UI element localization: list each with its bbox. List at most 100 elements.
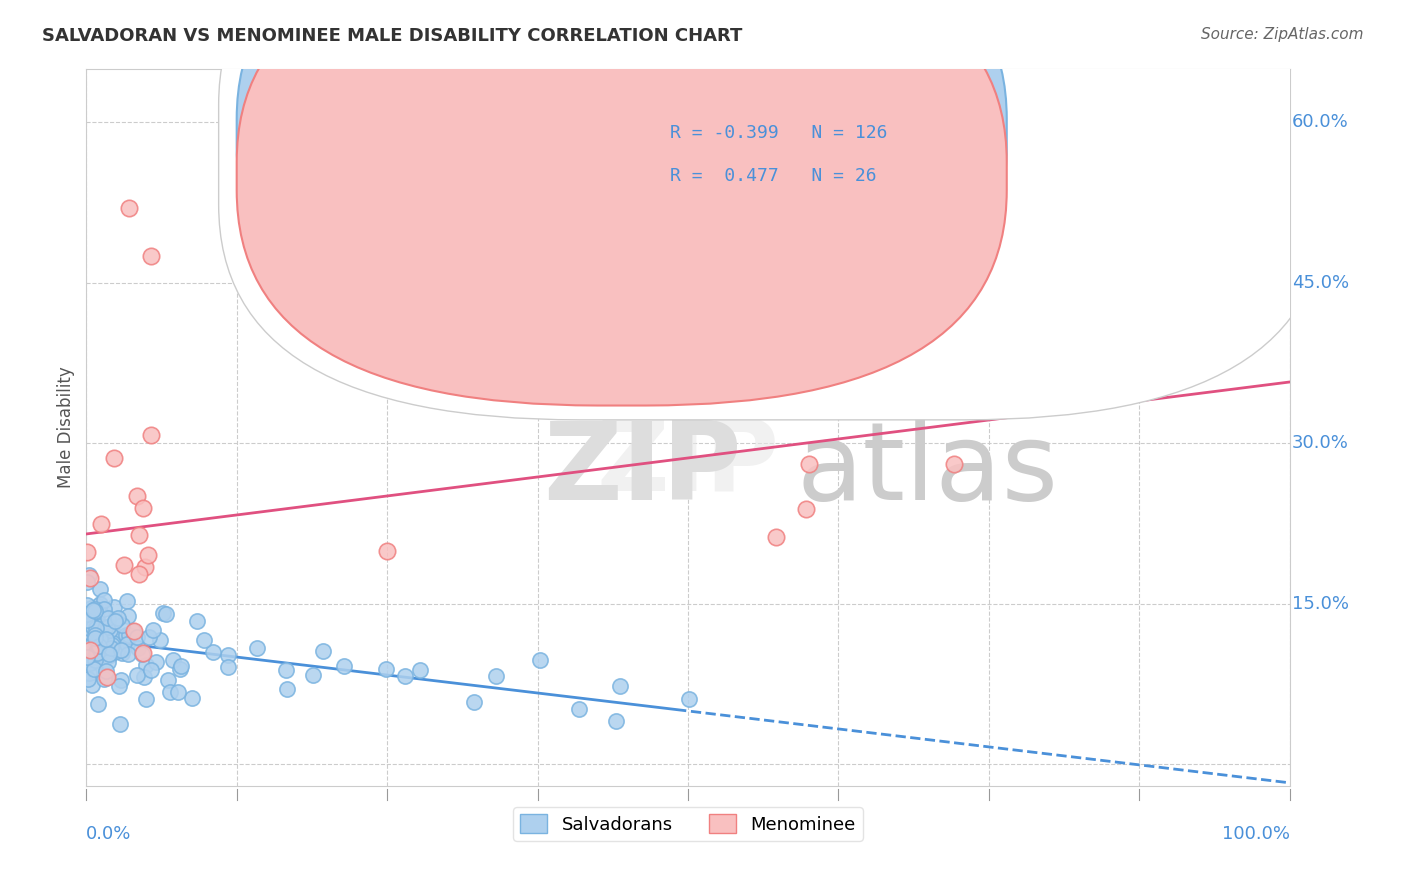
Point xyxy=(86,646,108,660)
Point xyxy=(156,673,179,687)
Point xyxy=(169,662,191,676)
Point xyxy=(485,669,508,683)
Point xyxy=(152,607,174,621)
Point xyxy=(84,645,107,659)
Point xyxy=(409,663,432,677)
Point xyxy=(132,646,155,660)
Point xyxy=(100,648,122,663)
Point xyxy=(86,610,108,624)
Point xyxy=(80,601,103,615)
Point xyxy=(93,602,115,616)
Point xyxy=(105,643,128,657)
Point xyxy=(84,628,107,642)
Point xyxy=(193,633,215,648)
Text: ZIP: ZIP xyxy=(596,415,779,511)
Point xyxy=(98,624,121,638)
Point xyxy=(90,619,112,633)
Point xyxy=(89,639,111,653)
Point xyxy=(77,666,100,681)
Point xyxy=(107,611,129,625)
Text: SALVADORAN VS MENOMINEE MALE DISABILITY CORRELATION CHART: SALVADORAN VS MENOMINEE MALE DISABILITY … xyxy=(42,27,742,45)
Point xyxy=(112,558,135,573)
Point xyxy=(374,662,396,676)
Y-axis label: Male Disability: Male Disability xyxy=(58,366,75,488)
Point xyxy=(96,670,118,684)
Point xyxy=(97,620,120,634)
Point xyxy=(181,691,204,706)
Text: 60.0%: 60.0% xyxy=(1292,113,1348,131)
Point xyxy=(91,628,114,642)
Point xyxy=(84,653,107,667)
Point xyxy=(76,574,98,589)
Point xyxy=(463,695,485,709)
Point xyxy=(80,654,103,668)
Point xyxy=(76,643,98,657)
Point xyxy=(122,624,145,639)
Point xyxy=(132,670,155,684)
Text: atlas: atlas xyxy=(796,417,1059,523)
Point xyxy=(765,530,787,544)
Point xyxy=(107,679,129,693)
Point xyxy=(125,668,148,682)
Point xyxy=(84,621,107,635)
Point xyxy=(80,650,103,665)
Point xyxy=(217,648,239,663)
Point xyxy=(76,607,98,621)
Point xyxy=(97,647,120,661)
FancyBboxPatch shape xyxy=(236,0,1007,406)
Point xyxy=(93,673,115,687)
Point xyxy=(96,632,118,646)
Point xyxy=(274,663,297,677)
Point xyxy=(98,618,121,632)
Point xyxy=(609,679,631,693)
Point xyxy=(103,450,125,465)
Point xyxy=(118,201,141,215)
Point xyxy=(276,682,298,697)
Point xyxy=(678,692,700,706)
Text: Source: ZipAtlas.com: Source: ZipAtlas.com xyxy=(1201,27,1364,42)
Point xyxy=(568,702,591,716)
Point xyxy=(82,678,104,692)
Point xyxy=(77,673,100,687)
Point xyxy=(872,345,894,359)
Point xyxy=(943,457,966,471)
Point xyxy=(94,664,117,678)
Point xyxy=(117,637,139,651)
Point xyxy=(83,662,105,676)
Point xyxy=(217,660,239,674)
Point xyxy=(79,640,101,655)
Point xyxy=(966,375,988,389)
Point xyxy=(141,623,163,637)
Point xyxy=(103,600,125,615)
Point xyxy=(83,604,105,618)
Point xyxy=(108,633,131,648)
Point xyxy=(799,457,821,471)
Point xyxy=(134,560,156,574)
Point xyxy=(79,616,101,631)
Point xyxy=(333,659,356,673)
Point xyxy=(162,653,184,667)
Text: 15.0%: 15.0% xyxy=(1292,595,1348,613)
Point xyxy=(128,566,150,581)
Point xyxy=(138,630,160,644)
FancyBboxPatch shape xyxy=(236,0,1007,362)
Point xyxy=(202,645,225,659)
Text: R =  0.477   N = 26: R = 0.477 N = 26 xyxy=(669,167,876,185)
Point xyxy=(93,621,115,635)
Point xyxy=(110,673,132,687)
Point xyxy=(87,628,110,642)
Point xyxy=(246,640,269,655)
Point xyxy=(82,620,104,634)
Point xyxy=(76,649,98,664)
Point xyxy=(170,659,193,673)
Point xyxy=(114,628,136,642)
Point xyxy=(110,643,132,657)
Point xyxy=(125,489,148,503)
Point xyxy=(375,543,398,558)
Point xyxy=(118,627,141,641)
Point xyxy=(135,657,157,672)
Point xyxy=(82,602,104,616)
Point xyxy=(529,653,551,667)
Point xyxy=(103,636,125,650)
Point xyxy=(83,665,105,680)
